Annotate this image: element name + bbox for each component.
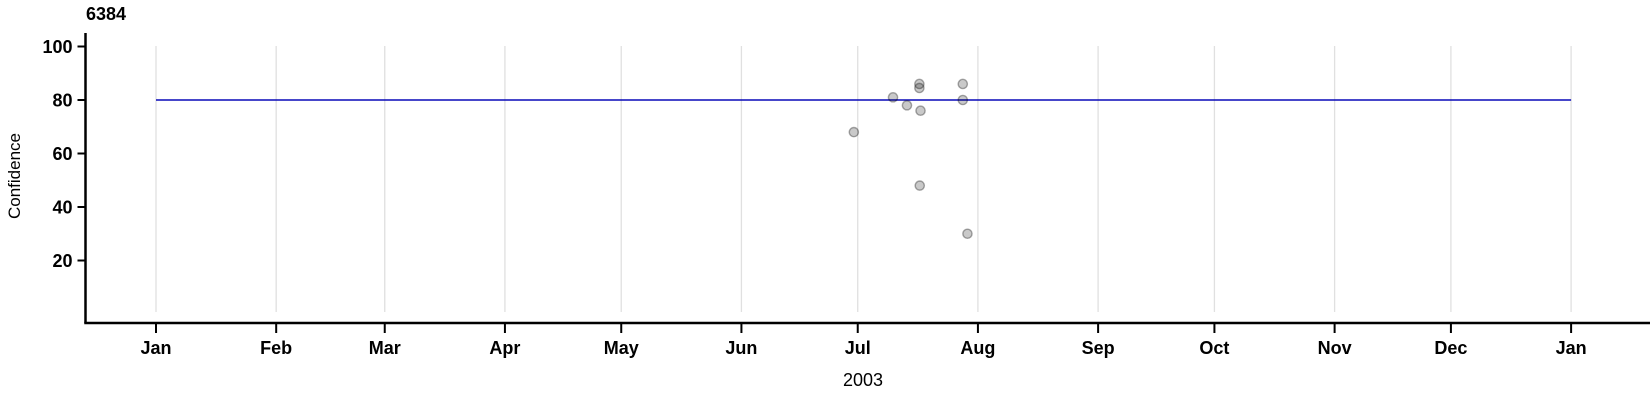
x-tick-label: Jul bbox=[845, 338, 871, 358]
x-tick-label: Feb bbox=[260, 338, 292, 358]
data-point bbox=[915, 105, 926, 116]
data-point bbox=[914, 82, 925, 94]
x-tick-label: May bbox=[604, 338, 639, 358]
x-tick-label: Nov bbox=[1318, 338, 1352, 358]
x-tick-label: Aug bbox=[960, 338, 995, 358]
data-point bbox=[901, 100, 913, 111]
y-tick-label: 20 bbox=[52, 251, 72, 271]
x-tick-label: Sep bbox=[1082, 338, 1115, 358]
x-tick-label: Jan bbox=[1556, 338, 1587, 358]
chart-title: 6384 bbox=[86, 4, 127, 24]
x-tick-label: Apr bbox=[489, 338, 520, 358]
data-point bbox=[957, 94, 969, 106]
data-point bbox=[957, 78, 969, 90]
x-tick-label: Jun bbox=[725, 338, 757, 358]
x-axis-title: 2003 bbox=[842, 370, 884, 390]
data-point bbox=[914, 180, 926, 191]
data-point bbox=[887, 92, 899, 103]
y-tick-label: 80 bbox=[52, 91, 72, 111]
data-point bbox=[848, 126, 860, 138]
x-tick-label: Jan bbox=[140, 338, 171, 358]
data-point bbox=[914, 78, 925, 90]
y-tick-label: 40 bbox=[52, 198, 72, 218]
y-tick-label: 60 bbox=[52, 144, 72, 164]
x-tick-label: Oct bbox=[1199, 338, 1229, 358]
y-tick-label: 100 bbox=[42, 37, 72, 57]
x-tick-label: Mar bbox=[369, 338, 401, 358]
x-tick-label: Dec bbox=[1434, 338, 1467, 358]
data-point bbox=[962, 228, 973, 240]
